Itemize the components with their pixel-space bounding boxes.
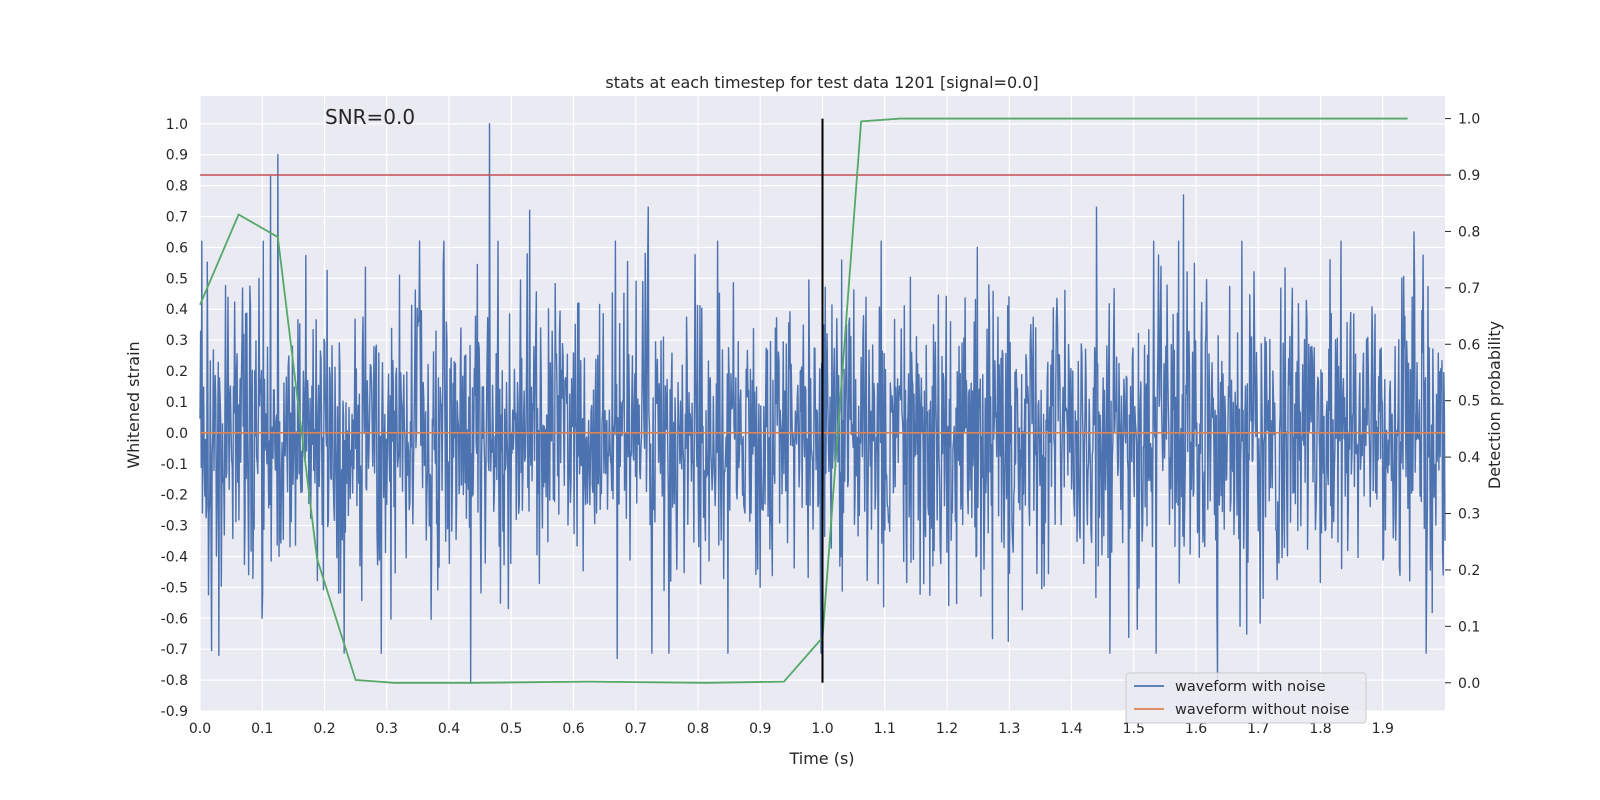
y-right-tick-label: 0.2 <box>1458 563 1480 579</box>
legend: waveform with noise waveform without noi… <box>1125 672 1367 724</box>
y-tick-label: 0.2 <box>166 364 188 380</box>
x-tick-label: 1.2 <box>936 721 958 737</box>
ticks-layer: 0.0 0.1 0.2 0.3 0.4 0.5 0.6 0.7 0.8 0.9 1.0 1.1 1.2 1… <box>161 112 1481 737</box>
x-tick-label: 0.4 <box>438 721 460 737</box>
chart-title: stats at each timestep for test data 120… <box>605 73 1038 92</box>
y-tick-label: 0.1 <box>166 395 188 411</box>
x-tick-label: 0.2 <box>313 721 335 737</box>
y-right-tick-label: 0.0 <box>1458 676 1480 692</box>
x-tick-label: 1.3 <box>998 721 1020 737</box>
y-tick-label: 1.0 <box>166 117 188 133</box>
y-tick-label: 0.0 <box>166 426 188 442</box>
y-axis-right-title: Detection probability <box>1485 321 1504 489</box>
series-layer <box>199 117 1446 684</box>
y-tick-label: -0.3 <box>161 519 188 535</box>
y-tick-label: -0.4 <box>161 549 188 565</box>
y-right-tick-label: 1.0 <box>1458 112 1480 128</box>
y-tick-label: 0.6 <box>166 240 188 256</box>
x-tick-label: 0.5 <box>500 721 522 737</box>
legend-label-clean: waveform without noise <box>1175 702 1349 718</box>
y-tick-label: -0.9 <box>161 704 188 720</box>
x-tick-label: 1.9 <box>1372 721 1394 737</box>
snr-annotation: SNR=0.0 <box>325 105 415 129</box>
y-right-tick-label: 0.8 <box>1458 224 1480 240</box>
x-tick-label: 0.3 <box>376 721 398 737</box>
y-tick-label: -0.8 <box>161 673 188 689</box>
y-axis-title: Whitened strain <box>124 341 143 468</box>
y-right-tick-label: 0.7 <box>1458 281 1480 297</box>
x-tick-label: 1.5 <box>1123 721 1145 737</box>
x-tick-label: 1.6 <box>1185 721 1207 737</box>
x-tick-label: 1.7 <box>1247 721 1269 737</box>
y-right-tick-label: 0.6 <box>1458 337 1480 353</box>
x-axis-title: Time (s) <box>788 749 854 768</box>
y-right-tick-label: 0.3 <box>1458 507 1480 523</box>
x-tick-label: 1.8 <box>1309 721 1331 737</box>
x-tick-label: 0.8 <box>687 721 709 737</box>
legend-label-noise: waveform with noise <box>1175 679 1326 695</box>
y-tick-label: 0.9 <box>166 148 188 164</box>
x-tick-label: 1.0 <box>811 721 833 737</box>
y-tick-label: 0.3 <box>166 333 188 349</box>
y-tick-label: -0.6 <box>161 611 188 627</box>
series-line-detection-probability <box>199 117 1408 684</box>
x-tick-label: 0.7 <box>625 721 647 737</box>
x-tick-label: 1.4 <box>1060 721 1082 737</box>
y-right-tick-label: 0.1 <box>1458 619 1480 635</box>
x-tick-label: 0.9 <box>749 721 771 737</box>
x-tick-label: 0.1 <box>251 721 273 737</box>
y-tick-label: -0.2 <box>161 488 188 504</box>
y-tick-label: 0.4 <box>166 302 188 318</box>
y-tick-label: -0.1 <box>161 457 188 473</box>
y-tick-label: 0.8 <box>166 179 188 195</box>
x-tick-label: 0.6 <box>562 721 584 737</box>
y-tick-label: 0.7 <box>166 210 188 226</box>
x-tick-label: 0.0 <box>189 721 211 737</box>
x-tick-label: 1.1 <box>874 721 896 737</box>
y-tick-label: -0.7 <box>161 642 188 658</box>
y-right-tick-label: 0.9 <box>1458 168 1480 184</box>
y-right-tick-label: 0.4 <box>1458 450 1480 466</box>
legend-box <box>1125 672 1367 724</box>
y-tick-label: 0.5 <box>166 271 188 287</box>
y-tick-label: -0.5 <box>161 580 188 596</box>
y-right-tick-label: 0.5 <box>1458 394 1480 410</box>
